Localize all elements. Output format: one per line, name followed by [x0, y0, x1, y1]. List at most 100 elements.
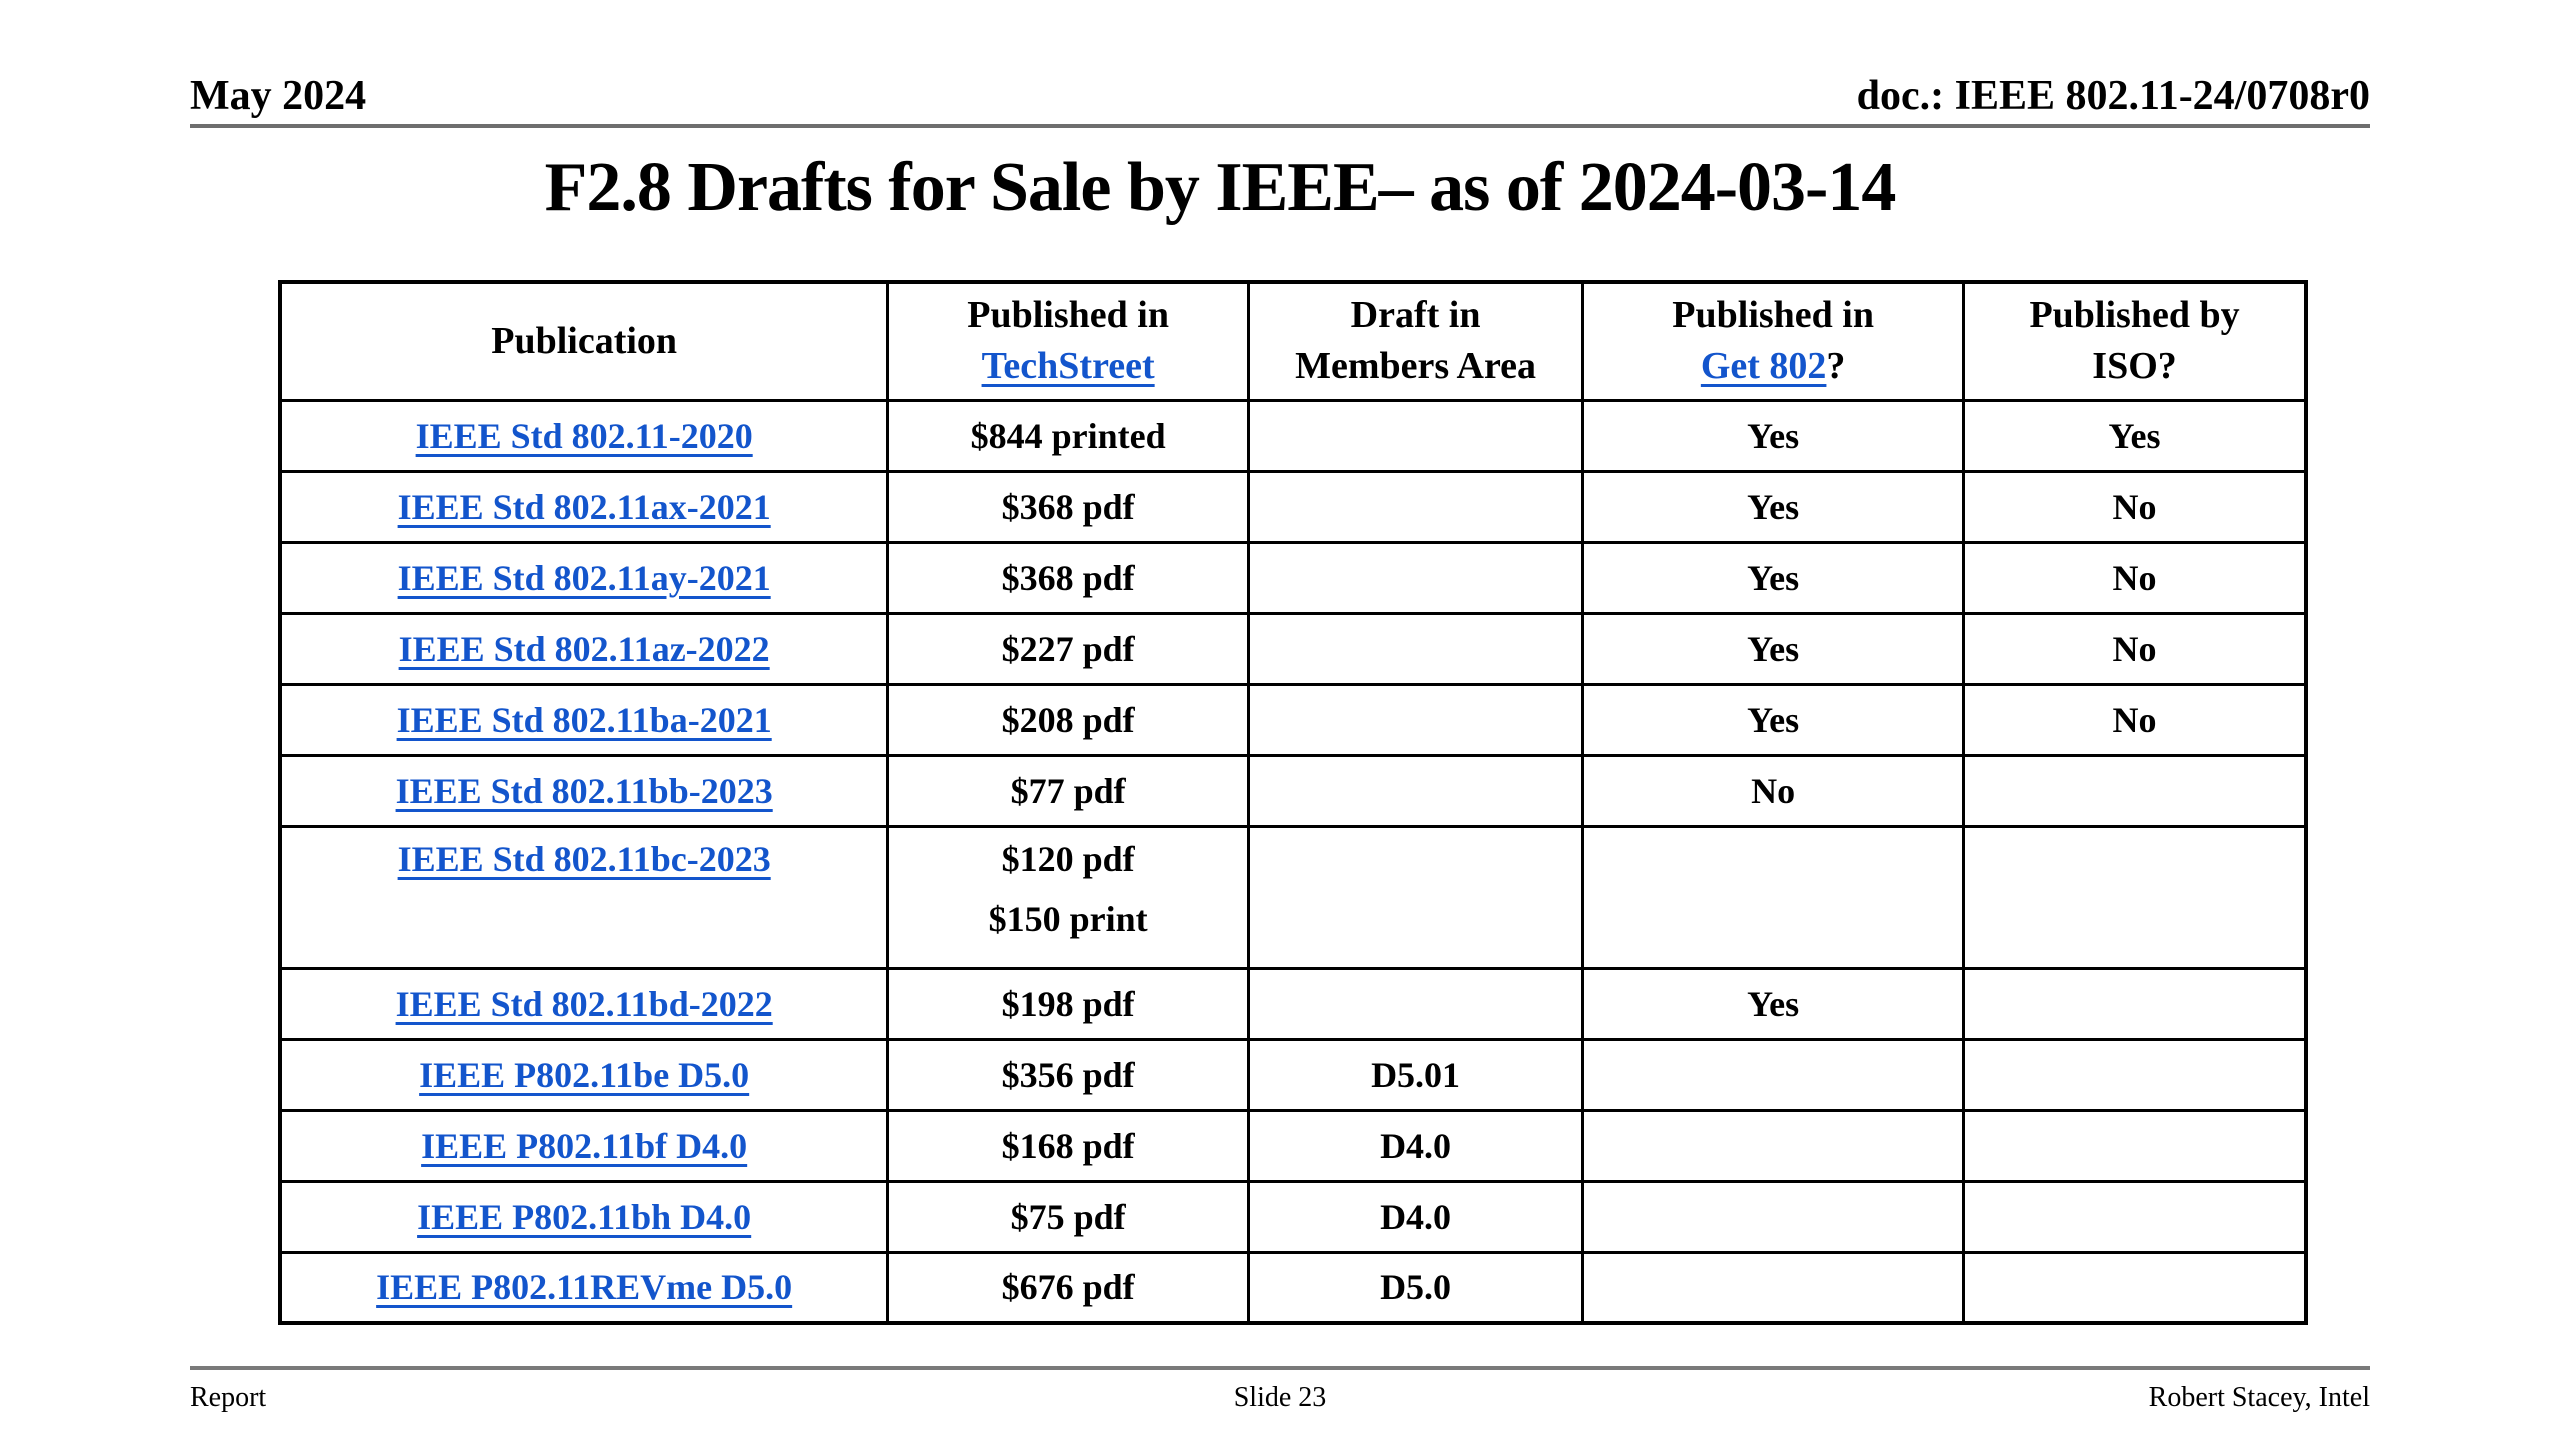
- get802-status: [1581, 1179, 1966, 1254]
- table-row: IEEE Std 802.11az-2022 $227 pdf Yes No: [278, 611, 2308, 686]
- slide-number: Slide 23: [1233, 1382, 1327, 1413]
- slide-date: May 2024: [190, 73, 367, 119]
- techstreet-price: $356 pdf: [886, 1037, 1250, 1112]
- publication-link[interactable]: IEEE P802.11REVme D5.0: [376, 1267, 793, 1308]
- draft-version: D4.0: [1246, 1108, 1585, 1183]
- draft-version: D5.0: [1246, 1250, 1585, 1325]
- iso-status: No: [1962, 469, 2308, 544]
- publication-link[interactable]: IEEE Std 802.11ax-2021: [397, 486, 771, 527]
- col-header-get802-line1: Published in: [1672, 293, 1874, 336]
- get802-status: Yes: [1581, 611, 1966, 686]
- publication-link[interactable]: IEEE P802.11bf D4.0: [421, 1125, 748, 1166]
- get802-status: Yes: [1581, 682, 1966, 757]
- publication-link[interactable]: IEEE Std 802.11bd-2022: [395, 983, 773, 1024]
- techstreet-price-pdf: $120 pdf: [1001, 838, 1135, 879]
- draft-version: [1246, 966, 1585, 1041]
- techstreet-price: $75 pdf: [886, 1179, 1250, 1254]
- doc-number: doc.: IEEE 802.11-24/0708r0: [1856, 73, 2370, 119]
- footer-author: Robert Stacey, Intel: [2148, 1382, 2370, 1413]
- table-row: IEEE P802.11REVme D5.0 $676 pdf D5.0: [278, 1250, 2308, 1325]
- techstreet-price: $208 pdf: [886, 682, 1250, 757]
- draft-version: [1246, 682, 1585, 757]
- draft-version: [1246, 824, 1585, 970]
- col-header-draft-line2: Members Area: [1295, 345, 1537, 388]
- col-header-techstreet: Published in TechStreet: [886, 280, 1250, 402]
- publication-link[interactable]: IEEE Std 802.11ba-2021: [396, 699, 772, 740]
- get802-status: Yes: [1581, 398, 1966, 473]
- slide-header: May 2024 doc.: IEEE 802.11-24/0708r0: [190, 72, 2370, 120]
- col-header-iso-line1: Published by: [2029, 293, 2240, 336]
- iso-status: No: [1962, 540, 2308, 615]
- table-row: IEEE Std 802.11ba-2021 $208 pdf Yes No: [278, 682, 2308, 757]
- techstreet-price: $227 pdf: [886, 611, 1250, 686]
- col-header-publication-label: Publication: [491, 319, 678, 362]
- col-header-iso-line2: ISO?: [2092, 345, 2177, 388]
- get802-status: Yes: [1581, 966, 1966, 1041]
- iso-status: No: [1962, 611, 2308, 686]
- publication-link[interactable]: IEEE Std 802.11az-2022: [398, 628, 770, 669]
- table-row: IEEE Std 802.11bc-2023 $120 pdf $150 pri…: [278, 824, 2308, 970]
- iso-status: [1962, 824, 2308, 970]
- get802-status: No: [1581, 753, 1966, 828]
- table-row: IEEE P802.11bf D4.0 $168 pdf D4.0: [278, 1108, 2308, 1183]
- drafts-for-sale-table: Publication Published in TechStreet Draf…: [278, 280, 2308, 1325]
- publication-link[interactable]: IEEE Std 802.11-2020: [415, 415, 753, 456]
- draft-version: [1246, 469, 1585, 544]
- header-divider: [190, 124, 2370, 128]
- get802-status: Yes: [1581, 469, 1966, 544]
- page-title: F2.8 Drafts for Sale by IEEE– as of 2024…: [544, 149, 1897, 226]
- col-header-techstreet-line1: Published in: [967, 293, 1169, 336]
- table-row: IEEE Std 802.11bb-2023 $77 pdf No: [278, 753, 2308, 828]
- get802-status: [1581, 1037, 1966, 1112]
- table-row: IEEE Std 802.11bd-2022 $198 pdf Yes: [278, 966, 2308, 1041]
- table-row: IEEE P802.11be D5.0 $356 pdf D5.01: [278, 1037, 2308, 1112]
- techstreet-price: $368 pdf: [886, 469, 1250, 544]
- iso-status: [1962, 966, 2308, 1041]
- table-row: IEEE Std 802.11-2020 $844 printed Yes Ye…: [278, 398, 2308, 473]
- get802-link[interactable]: Get 802: [1700, 345, 1827, 388]
- slide-footer: Report Slide 23 Robert Stacey, Intel: [190, 1382, 2370, 1422]
- techstreet-price: $368 pdf: [886, 540, 1250, 615]
- iso-status: [1962, 1108, 2308, 1183]
- draft-version: [1246, 540, 1585, 615]
- footer-report-label: Report: [190, 1382, 267, 1413]
- techstreet-price: $120 pdf $150 print: [886, 824, 1250, 970]
- draft-version: D4.0: [1246, 1179, 1585, 1254]
- table-row: IEEE P802.11bh D4.0 $75 pdf D4.0: [278, 1179, 2308, 1254]
- techstreet-link[interactable]: TechStreet: [981, 345, 1155, 388]
- col-header-publication: Publication: [278, 280, 890, 402]
- col-header-members-area: Draft in Members Area: [1246, 280, 1585, 402]
- get802-status: Yes: [1581, 540, 1966, 615]
- publication-link[interactable]: IEEE P802.11be D5.0: [419, 1054, 750, 1095]
- draft-version: D5.01: [1246, 1037, 1585, 1112]
- publication-link[interactable]: IEEE Std 802.11ay-2021: [397, 557, 771, 598]
- col-header-iso: Published by ISO?: [1962, 280, 2308, 402]
- techstreet-price: $676 pdf: [886, 1250, 1250, 1325]
- table-row: IEEE Std 802.11ax-2021 $368 pdf Yes No: [278, 469, 2308, 544]
- iso-status: [1962, 1179, 2308, 1254]
- draft-version: [1246, 753, 1585, 828]
- draft-version: [1246, 611, 1585, 686]
- techstreet-price: $77 pdf: [886, 753, 1250, 828]
- table-row: IEEE Std 802.11ay-2021 $368 pdf Yes No: [278, 540, 2308, 615]
- col-header-draft-line1: Draft in: [1350, 293, 1481, 336]
- col-header-get802: Published in Get 802?: [1581, 280, 1966, 402]
- get802-question-mark: ?: [1826, 345, 1846, 388]
- get802-status: [1581, 1108, 1966, 1183]
- iso-status: No: [1962, 682, 2308, 757]
- techstreet-price: $844 printed: [886, 398, 1250, 473]
- get802-status: [1581, 1250, 1966, 1325]
- techstreet-price: $168 pdf: [886, 1108, 1250, 1183]
- iso-status: [1962, 1037, 2308, 1112]
- techstreet-price-print: $150 print: [988, 898, 1148, 939]
- draft-version: [1246, 398, 1585, 473]
- publication-link[interactable]: IEEE P802.11bh D4.0: [417, 1196, 752, 1237]
- techstreet-price: $198 pdf: [886, 966, 1250, 1041]
- get802-status: [1581, 824, 1966, 970]
- iso-status: [1962, 1250, 2308, 1325]
- footer-divider: [190, 1366, 2370, 1370]
- iso-status: Yes: [1962, 398, 2308, 473]
- iso-status: [1962, 753, 2308, 828]
- publication-link[interactable]: IEEE Std 802.11bb-2023: [395, 770, 773, 811]
- publication-link[interactable]: IEEE Std 802.11bc-2023: [397, 838, 771, 879]
